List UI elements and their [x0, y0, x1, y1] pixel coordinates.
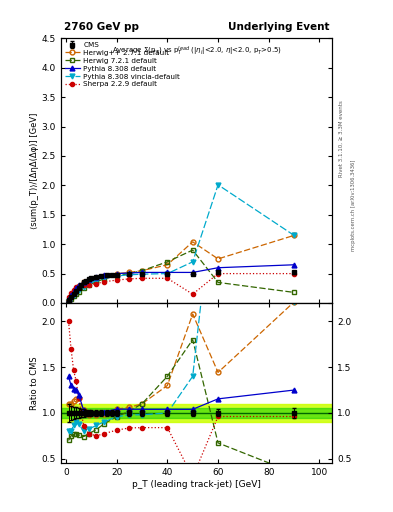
Herwig 7.2.1 default: [86, 282, 91, 288]
Pythia 8.308 default: [86, 276, 91, 283]
Pythia 8.308 vincia-default: [86, 281, 91, 287]
Pythia 8.308 vincia-default: [114, 273, 119, 279]
Sherpa 2.2.9 default: [102, 279, 107, 285]
Pythia 8.308 vincia-default: [140, 271, 144, 278]
Pythia 8.308 default: [76, 282, 81, 288]
Herwig++ 2.7.1 default: [66, 296, 71, 303]
Pythia 8.308 default: [216, 265, 220, 271]
Pythia 8.308 default: [165, 269, 170, 275]
Sherpa 2.2.9 default: [94, 281, 99, 287]
Line: Herwig++ 2.7.1 default: Herwig++ 2.7.1 default: [66, 233, 296, 302]
Pythia 8.308 vincia-default: [216, 182, 220, 188]
Herwig++ 2.7.1 default: [216, 256, 220, 262]
Pythia 8.308 vincia-default: [94, 278, 99, 284]
Pythia 8.308 default: [140, 269, 144, 275]
Herwig++ 2.7.1 default: [69, 293, 73, 300]
Herwig 7.2.1 default: [76, 289, 81, 295]
Herwig 7.2.1 default: [114, 273, 119, 279]
Pythia 8.308 default: [74, 285, 79, 291]
Pythia 8.308 vincia-default: [81, 284, 86, 290]
Herwig++ 2.7.1 default: [74, 286, 79, 292]
Herwig++ 2.7.1 default: [86, 277, 91, 283]
Herwig 7.2.1 default: [190, 247, 195, 253]
Pythia 8.308 vincia-default: [127, 272, 132, 278]
X-axis label: p_T (leading track-jet) [GeV]: p_T (leading track-jet) [GeV]: [132, 480, 261, 489]
Pythia 8.308 vincia-default: [76, 287, 81, 293]
Pythia 8.308 vincia-default: [69, 295, 73, 302]
Pythia 8.308 vincia-default: [292, 232, 296, 239]
Sherpa 2.2.9 default: [114, 277, 119, 283]
Pythia 8.308 default: [81, 279, 86, 285]
Herwig++ 2.7.1 default: [76, 283, 81, 289]
Herwig++ 2.7.1 default: [292, 232, 296, 239]
Bar: [61, 404, 332, 422]
Sherpa 2.2.9 default: [66, 294, 71, 300]
Text: mcplots.cern.ch [arXiv:1306.3436]: mcplots.cern.ch [arXiv:1306.3436]: [351, 159, 356, 250]
Text: 2760 GeV pp: 2760 GeV pp: [64, 22, 139, 32]
Y-axis label: Ratio to CMS: Ratio to CMS: [30, 356, 39, 410]
Pythia 8.308 vincia-default: [71, 292, 76, 298]
Herwig 7.2.1 default: [69, 295, 73, 302]
Herwig++ 2.7.1 default: [127, 269, 132, 275]
Sherpa 2.2.9 default: [140, 275, 144, 282]
Herwig++ 2.7.1 default: [114, 270, 119, 276]
Pythia 8.308 default: [292, 262, 296, 268]
Pythia 8.308 default: [69, 292, 73, 298]
Pythia 8.308 default: [127, 270, 132, 276]
Herwig 7.2.1 default: [140, 268, 144, 274]
Herwig 7.2.1 default: [66, 298, 71, 304]
Herwig++ 2.7.1 default: [140, 268, 144, 274]
Herwig 7.2.1 default: [94, 279, 99, 285]
Sherpa 2.2.9 default: [76, 283, 81, 289]
Y-axis label: ⟨sum(p_T)⟩/[ΔηΔ(Δφ)] [GeV]: ⟨sum(p_T)⟩/[ΔηΔ(Δφ)] [GeV]: [30, 113, 39, 229]
Pythia 8.308 default: [71, 289, 76, 295]
Sherpa 2.2.9 default: [69, 290, 73, 296]
Pythia 8.308 vincia-default: [165, 270, 170, 276]
Pythia 8.308 default: [102, 272, 107, 279]
Sherpa 2.2.9 default: [74, 284, 79, 290]
Herwig 7.2.1 default: [102, 276, 107, 282]
Sherpa 2.2.9 default: [81, 282, 86, 288]
Herwig 7.2.1 default: [71, 293, 76, 300]
Herwig 7.2.1 default: [127, 270, 132, 276]
Legend: CMS, Herwig++ 2.7.1 default, Herwig 7.2.1 default, Pythia 8.308 default, Pythia : CMS, Herwig++ 2.7.1 default, Herwig 7.2.…: [63, 40, 182, 89]
Pythia 8.308 default: [66, 296, 71, 302]
Herwig++ 2.7.1 default: [165, 262, 170, 268]
Line: Pythia 8.308 default: Pythia 8.308 default: [66, 262, 296, 302]
Sherpa 2.2.9 default: [165, 275, 170, 282]
Herwig 7.2.1 default: [81, 285, 86, 291]
Herwig++ 2.7.1 default: [81, 279, 86, 285]
Herwig++ 2.7.1 default: [190, 239, 195, 245]
Text: Rivet 3.1.10, ≥ 3.3M events: Rivet 3.1.10, ≥ 3.3M events: [339, 100, 344, 177]
Sherpa 2.2.9 default: [86, 282, 91, 288]
Text: Underlying Event: Underlying Event: [228, 22, 329, 32]
Pythia 8.308 default: [114, 270, 119, 276]
Herwig 7.2.1 default: [165, 259, 170, 265]
Pythia 8.308 default: [190, 269, 195, 275]
Sherpa 2.2.9 default: [216, 270, 220, 276]
Text: Average $\Sigma$(p$_T$) vs p$_T^{lead}$ (|$\eta_l$|<2.0, $\eta$|<2.0, p$_T$>0.5): Average $\Sigma$(p$_T$) vs p$_T^{lead}$ …: [112, 45, 281, 58]
Line: Pythia 8.308 vincia-default: Pythia 8.308 vincia-default: [66, 182, 296, 303]
Sherpa 2.2.9 default: [190, 291, 195, 297]
Pythia 8.308 vincia-default: [66, 297, 71, 304]
Pythia 8.308 vincia-default: [190, 259, 195, 265]
Herwig++ 2.7.1 default: [102, 273, 107, 279]
Sherpa 2.2.9 default: [71, 287, 76, 293]
Line: Herwig 7.2.1 default: Herwig 7.2.1 default: [66, 248, 296, 304]
Herwig++ 2.7.1 default: [71, 290, 76, 296]
Herwig++ 2.7.1 default: [94, 274, 99, 281]
Bar: [61, 409, 332, 418]
Pythia 8.308 vincia-default: [102, 275, 107, 282]
Line: Sherpa 2.2.9 default: Sherpa 2.2.9 default: [66, 271, 296, 299]
Herwig 7.2.1 default: [74, 291, 79, 297]
Pythia 8.308 default: [94, 274, 99, 280]
Herwig 7.2.1 default: [292, 289, 296, 295]
Herwig 7.2.1 default: [216, 280, 220, 286]
Sherpa 2.2.9 default: [292, 270, 296, 276]
Pythia 8.308 vincia-default: [74, 289, 79, 295]
Sherpa 2.2.9 default: [127, 276, 132, 282]
